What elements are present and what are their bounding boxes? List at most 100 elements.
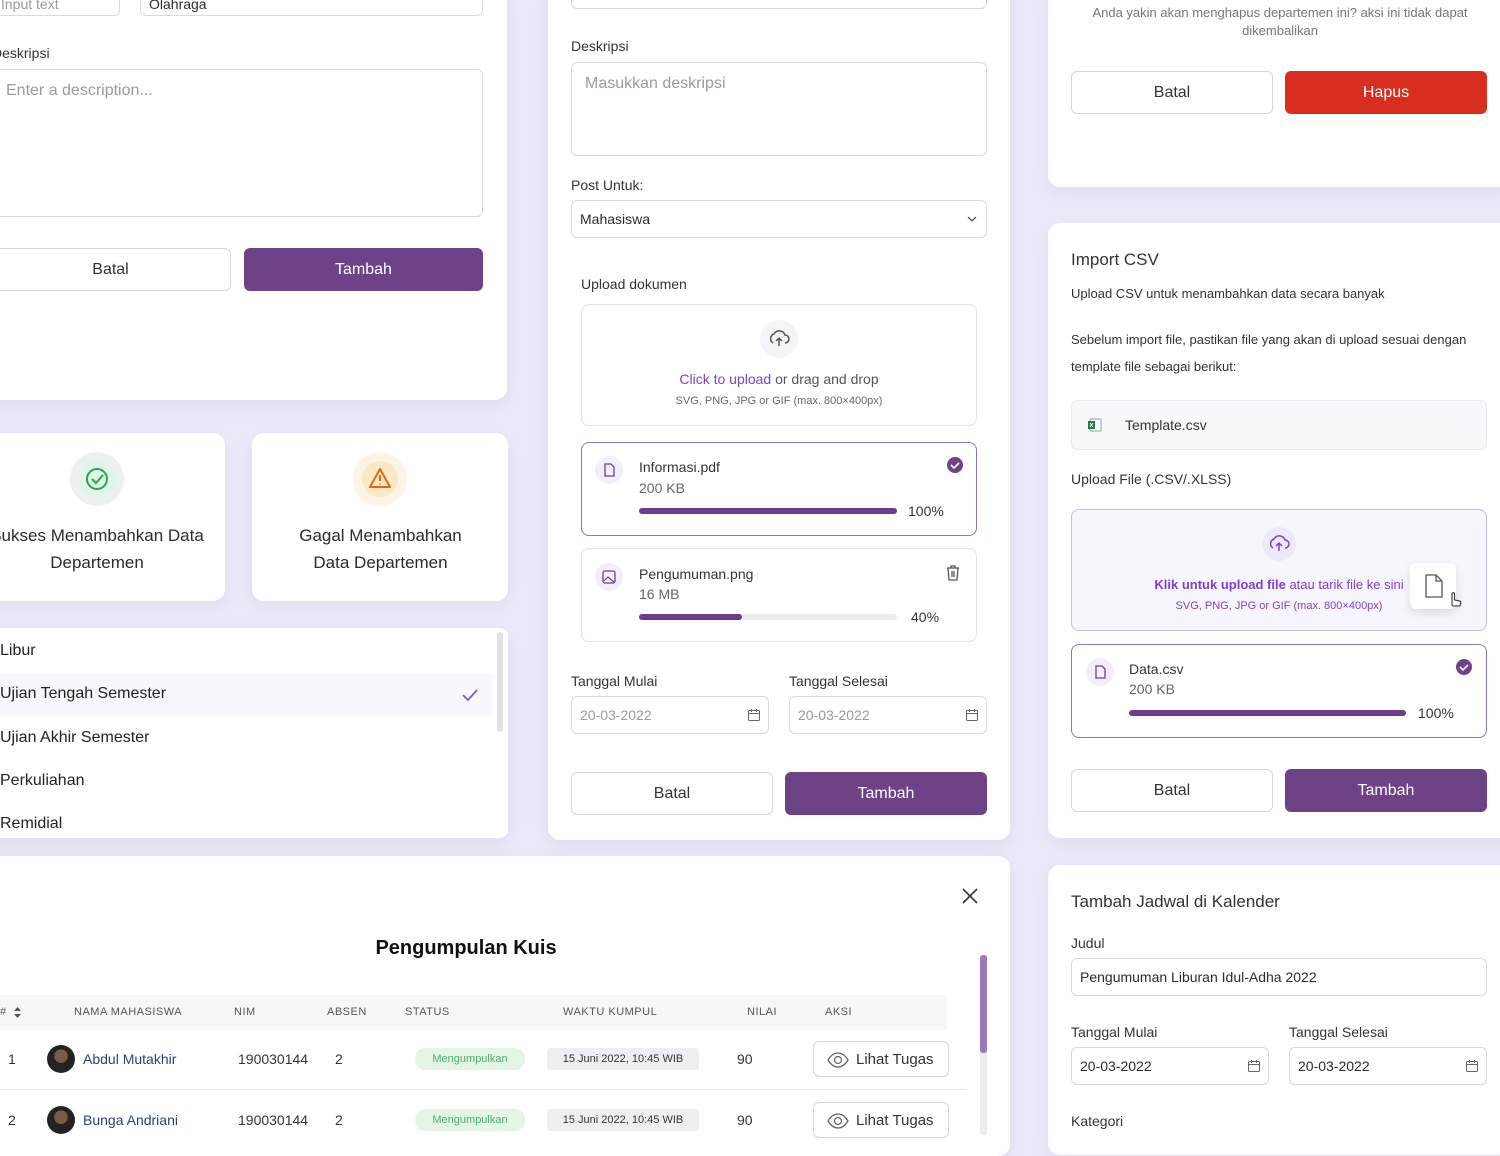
card-title: Import CSV <box>1071 250 1159 269</box>
upload-icon <box>1262 527 1296 561</box>
template-file[interactable] <box>1071 400 1487 450</box>
submit-button[interactable]: Tambah <box>244 248 483 291</box>
upload-link[interactable]: Klik untuk upload file <box>1154 577 1286 592</box>
field-label: Tanggal Mulai <box>1071 1024 1158 1040</box>
progress-bar <box>1129 710 1406 716</box>
file-size: 16 MB <box>639 586 680 602</box>
list-item[interactable]: Perkuliahan <box>0 771 85 789</box>
file-item <box>581 442 977 536</box>
file-size: 200 KB <box>639 480 685 496</box>
text-input[interactable]: Input text <box>0 0 120 16</box>
input-value: 20-03-2022 <box>1080 1058 1152 1074</box>
check-icon <box>1456 659 1472 675</box>
scrollbar-thumb <box>980 955 987 1053</box>
row-number: 2 <box>8 1112 16 1128</box>
calendar-card <box>1048 865 1500 1155</box>
field-label: Kategori <box>1071 1113 1124 1129</box>
select[interactable]: Mahasiswa <box>571 200 987 238</box>
placeholder: Enter a description... <box>6 82 153 99</box>
sort-icon[interactable] <box>13 1006 22 1019</box>
chevron-icon <box>967 216 977 222</box>
date-input[interactable]: 20-03-2022 <box>1071 1047 1269 1085</box>
field-label: Deskripsi <box>0 45 50 61</box>
selected-highlight <box>0 674 493 717</box>
score: 90 <box>737 1112 753 1128</box>
file-icon <box>1086 658 1114 686</box>
list-item[interactable]: Ujian Akhir Semester <box>0 728 150 746</box>
text-input[interactable]: Olahraga <box>140 0 483 16</box>
file-icon <box>1425 574 1443 598</box>
select-value: Mahasiswa <box>580 211 651 227</box>
textarea[interactable]: Masukkan deskripsi <box>571 62 987 156</box>
student-name[interactable]: Bunga Andriani <box>83 1112 178 1128</box>
button-label: Lihat Tugas <box>856 1050 934 1068</box>
close-icon[interactable] <box>961 887 979 905</box>
cancel-button[interactable]: Batal <box>0 248 231 291</box>
scrollbar <box>497 632 503 732</box>
date-input[interactable]: 20-03-2022 <box>789 696 987 734</box>
file-name: Data.csv <box>1129 661 1184 677</box>
delete-message: Anda yakin akan menghapus departemen ini… <box>1092 5 1468 38</box>
progress-track <box>639 508 897 514</box>
column-header: NIM <box>234 1006 256 1018</box>
excel-icon <box>1088 418 1102 432</box>
progress-track <box>1129 710 1406 716</box>
list-item[interactable]: Remidial <box>0 815 63 833</box>
textarea[interactable]: Enter a description... <box>0 69 483 217</box>
file-name: Informasi.pdf <box>639 459 720 475</box>
upload-link[interactable]: Click to upload <box>679 371 772 387</box>
date-input[interactable]: 20-03-2022 <box>571 696 769 734</box>
row-number: 1 <box>8 1051 16 1067</box>
field-label: Deskripsi <box>571 38 629 54</box>
file-size: 200 KB <box>1129 681 1175 697</box>
placeholder: Input text <box>1 0 59 12</box>
submit-button[interactable]: Tambah <box>1285 769 1487 812</box>
avatar <box>47 1045 75 1073</box>
card-title: Tambah Jadwal di Kalender <box>1071 892 1280 911</box>
attendance: 2 <box>335 1051 343 1067</box>
text-input[interactable] <box>571 0 987 9</box>
calendar-icon <box>1248 1060 1260 1072</box>
button-label: Lihat Tugas <box>856 1111 934 1129</box>
field-label: Post Untuk: <box>571 177 644 193</box>
eye-icon <box>827 1113 849 1129</box>
column-header: AKSI <box>825 1006 853 1018</box>
input-value: Pengumuman Liburan Idul-Adha 2022 <box>1080 969 1317 985</box>
cancel-button[interactable]: Batal <box>571 772 773 815</box>
calendar-icon <box>748 709 760 721</box>
placeholder: Masukkan deskripsi <box>585 75 726 92</box>
progress-label: 100% <box>1418 705 1454 721</box>
upload-text: atau tarik file ke sini <box>1289 577 1404 592</box>
placeholder: 20-03-2022 <box>580 707 652 723</box>
delete-button[interactable]: Hapus <box>1285 71 1487 114</box>
upload-text: or drag and drop <box>775 371 879 387</box>
calendar-icon <box>1466 1060 1478 1072</box>
success-message: Sukses Menambahkan Data Departemen <box>0 526 204 572</box>
status-badge: Mengumpulkan <box>415 1109 525 1131</box>
trash-icon[interactable] <box>944 564 962 582</box>
input-value: 20-03-2022 <box>1298 1058 1370 1074</box>
instruction: Sebelum import file, pastikan file yang … <box>1071 332 1467 374</box>
list-item[interactable]: Ujian Tengah Semester <box>0 685 167 703</box>
student-name[interactable]: Abdul Mutakhir <box>83 1051 177 1067</box>
file-item <box>1071 644 1487 738</box>
cancel-button[interactable]: Batal <box>1071 769 1273 812</box>
list-item[interactable]: Libur <box>0 642 36 659</box>
field-label: Tanggal Mulai <box>571 673 658 689</box>
template-name: Template.csv <box>1125 417 1207 433</box>
text-input[interactable]: Pengumuman Liburan Idul-Adha 2022 <box>1071 958 1487 996</box>
cancel-button[interactable]: Batal <box>1071 71 1273 114</box>
view-button[interactable]: Lihat Tugas <box>813 1041 949 1077</box>
status-badge: Mengumpulkan <box>415 1048 525 1070</box>
scrollbar-track <box>980 955 987 1135</box>
submit-button[interactable]: Tambah <box>785 772 987 815</box>
attendance: 2 <box>335 1112 343 1128</box>
column-header: # <box>0 1006 7 1018</box>
time-badge: 15 Juni 2022, 10:45 WIB <box>547 1048 699 1070</box>
column-header: NAMA MAHASISWA <box>74 1006 183 1018</box>
progress-bar <box>639 614 743 620</box>
student-nim: 190030144 <box>238 1051 309 1067</box>
date-input[interactable]: 20-03-2022 <box>1289 1047 1487 1085</box>
view-button[interactable]: Lihat Tugas <box>813 1102 949 1138</box>
